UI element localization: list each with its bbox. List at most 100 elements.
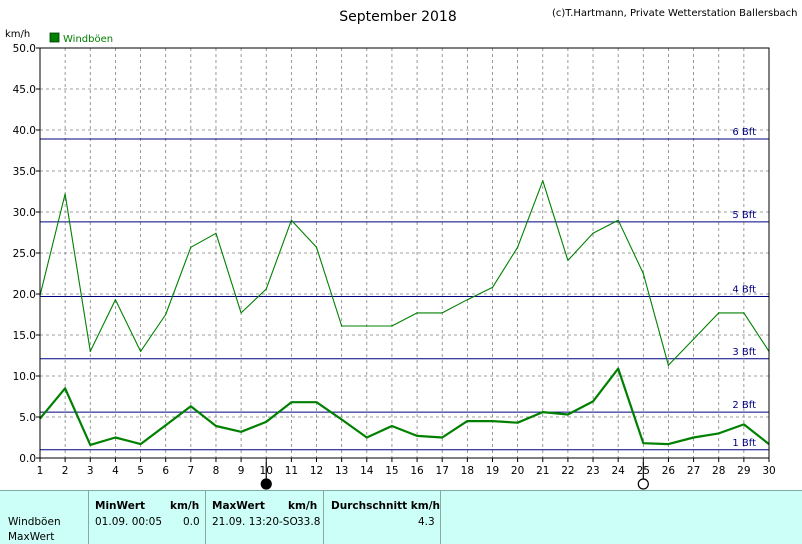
y-tick-labels: 0.0 5.0 10.0 15.0 20.0 25.0 30.0 35.0 40.0 45.0 50… bbox=[13, 43, 40, 465]
data-point bbox=[89, 444, 91, 446]
data-point bbox=[718, 312, 720, 314]
y-tick-label: 5.0 bbox=[19, 412, 36, 424]
min-value: 0.0 bbox=[183, 516, 200, 528]
beaufort-label: 6 Bft bbox=[732, 127, 756, 138]
y-tick-label: 45.0 bbox=[13, 84, 36, 96]
data-point bbox=[466, 420, 468, 422]
statistics-panel: Windböen MaxWert MinWert km/h 01.09. 00:… bbox=[0, 490, 802, 544]
x-tick-label: 3 bbox=[87, 465, 94, 477]
data-point bbox=[617, 219, 619, 221]
series-group bbox=[39, 180, 770, 446]
beaufort-label: 5 Bft bbox=[732, 210, 756, 221]
data-point bbox=[517, 422, 519, 424]
data-point bbox=[215, 425, 217, 427]
x-tick-label: 26 bbox=[662, 465, 676, 477]
data-point bbox=[215, 232, 217, 234]
x-tick-label: 24 bbox=[611, 465, 625, 477]
data-point bbox=[667, 364, 670, 366]
x-tick-labels: 1 2 3 4 5 6 7 8 9 10 11 12 13 14 15 16 17 18 19 20 21 22 23 24 2… bbox=[37, 458, 776, 477]
x-tick-label: 15 bbox=[385, 465, 398, 477]
y-tick-label: 35.0 bbox=[13, 166, 36, 178]
min-time: 01.09. 00:05 bbox=[95, 516, 162, 528]
data-point bbox=[190, 405, 192, 407]
legend-swatch bbox=[49, 32, 60, 43]
stats-row-label-windboeen: Windböen bbox=[8, 516, 61, 528]
data-point bbox=[114, 436, 117, 439]
x-tick-label: 16 bbox=[410, 465, 424, 477]
data-point bbox=[315, 246, 318, 248]
data-point bbox=[592, 400, 594, 403]
wind-gust-chart: September 2018 (c)T.Hartmann, Private We… bbox=[5, 8, 798, 490]
moon-markers bbox=[260, 462, 649, 490]
x-tick-label: 9 bbox=[238, 465, 245, 477]
x-tick-label: 5 bbox=[137, 465, 144, 477]
beaufort-label: 3 Bft bbox=[732, 347, 756, 358]
data-point bbox=[567, 259, 569, 261]
y-tick-label: 40.0 bbox=[13, 125, 36, 137]
data-point bbox=[743, 312, 745, 314]
credit-text: (c)T.Hartmann, Private Wetterstation Bal… bbox=[552, 8, 798, 19]
beaufort-label: 1 Bft bbox=[732, 438, 756, 449]
plot-frame bbox=[39, 47, 770, 459]
data-point bbox=[592, 232, 594, 234]
y-axis-unit: km/h bbox=[5, 29, 30, 40]
x-tick-label: 21 bbox=[536, 465, 549, 477]
stats-divider bbox=[440, 491, 441, 544]
data-point bbox=[491, 420, 494, 422]
x-tick-label: 4 bbox=[112, 465, 119, 477]
data-point bbox=[165, 424, 167, 426]
stats-divider bbox=[88, 491, 89, 544]
chart-title: September 2018 bbox=[339, 9, 456, 25]
x-tick-label: 18 bbox=[461, 465, 474, 477]
avg-value: 4.3 bbox=[418, 516, 435, 528]
data-point bbox=[667, 443, 670, 445]
legend-label: Windböen bbox=[63, 34, 113, 45]
x-tick-label: 7 bbox=[187, 465, 194, 477]
max-gust-line bbox=[39, 180, 770, 366]
y-tick-label: 50.0 bbox=[13, 43, 36, 55]
data-point bbox=[366, 436, 368, 439]
x-tick-label: 27 bbox=[687, 465, 700, 477]
x-tick-label: 2 bbox=[62, 465, 69, 477]
data-point bbox=[391, 325, 393, 327]
data-point bbox=[692, 338, 695, 340]
data-point bbox=[341, 325, 343, 327]
data-point bbox=[139, 443, 142, 445]
min-unit: km/h bbox=[170, 500, 200, 512]
data-point bbox=[491, 286, 494, 289]
data-point bbox=[567, 413, 569, 416]
data-point bbox=[139, 350, 142, 352]
x-tick-label: 30 bbox=[762, 465, 775, 477]
data-point bbox=[441, 436, 443, 439]
data-point bbox=[290, 401, 292, 403]
data-point bbox=[617, 368, 619, 370]
avg-header: Durchschnitt km/h bbox=[331, 500, 441, 512]
y-tick-label: 25.0 bbox=[13, 248, 36, 260]
grid bbox=[40, 48, 769, 458]
x-tick-label: 17 bbox=[436, 465, 449, 477]
x-tick-label: 23 bbox=[586, 465, 599, 477]
data-point bbox=[743, 423, 745, 425]
data-point bbox=[542, 411, 544, 413]
x-tick-label: 28 bbox=[712, 465, 725, 477]
x-tick-label: 13 bbox=[335, 465, 348, 477]
x-tick-label: 20 bbox=[511, 465, 524, 477]
data-point bbox=[542, 180, 544, 182]
beaufort-label: 4 Bft bbox=[732, 284, 756, 295]
data-point bbox=[416, 435, 418, 437]
data-point bbox=[114, 299, 117, 301]
x-tick-label: 14 bbox=[360, 465, 374, 477]
data-point bbox=[692, 436, 695, 439]
y-tick-label: 0.0 bbox=[19, 453, 36, 465]
x-tick-label: 19 bbox=[486, 465, 499, 477]
stats-divider bbox=[323, 491, 324, 544]
data-point bbox=[64, 387, 66, 389]
data-point bbox=[315, 401, 318, 403]
stats-row-label-maxwert: MaxWert bbox=[8, 531, 55, 543]
x-tick-label: 12 bbox=[310, 465, 323, 477]
x-tick-label: 8 bbox=[213, 465, 220, 477]
data-point bbox=[391, 425, 393, 427]
data-point bbox=[341, 418, 343, 421]
data-point bbox=[642, 442, 644, 444]
y-tick-label: 30.0 bbox=[13, 207, 36, 219]
